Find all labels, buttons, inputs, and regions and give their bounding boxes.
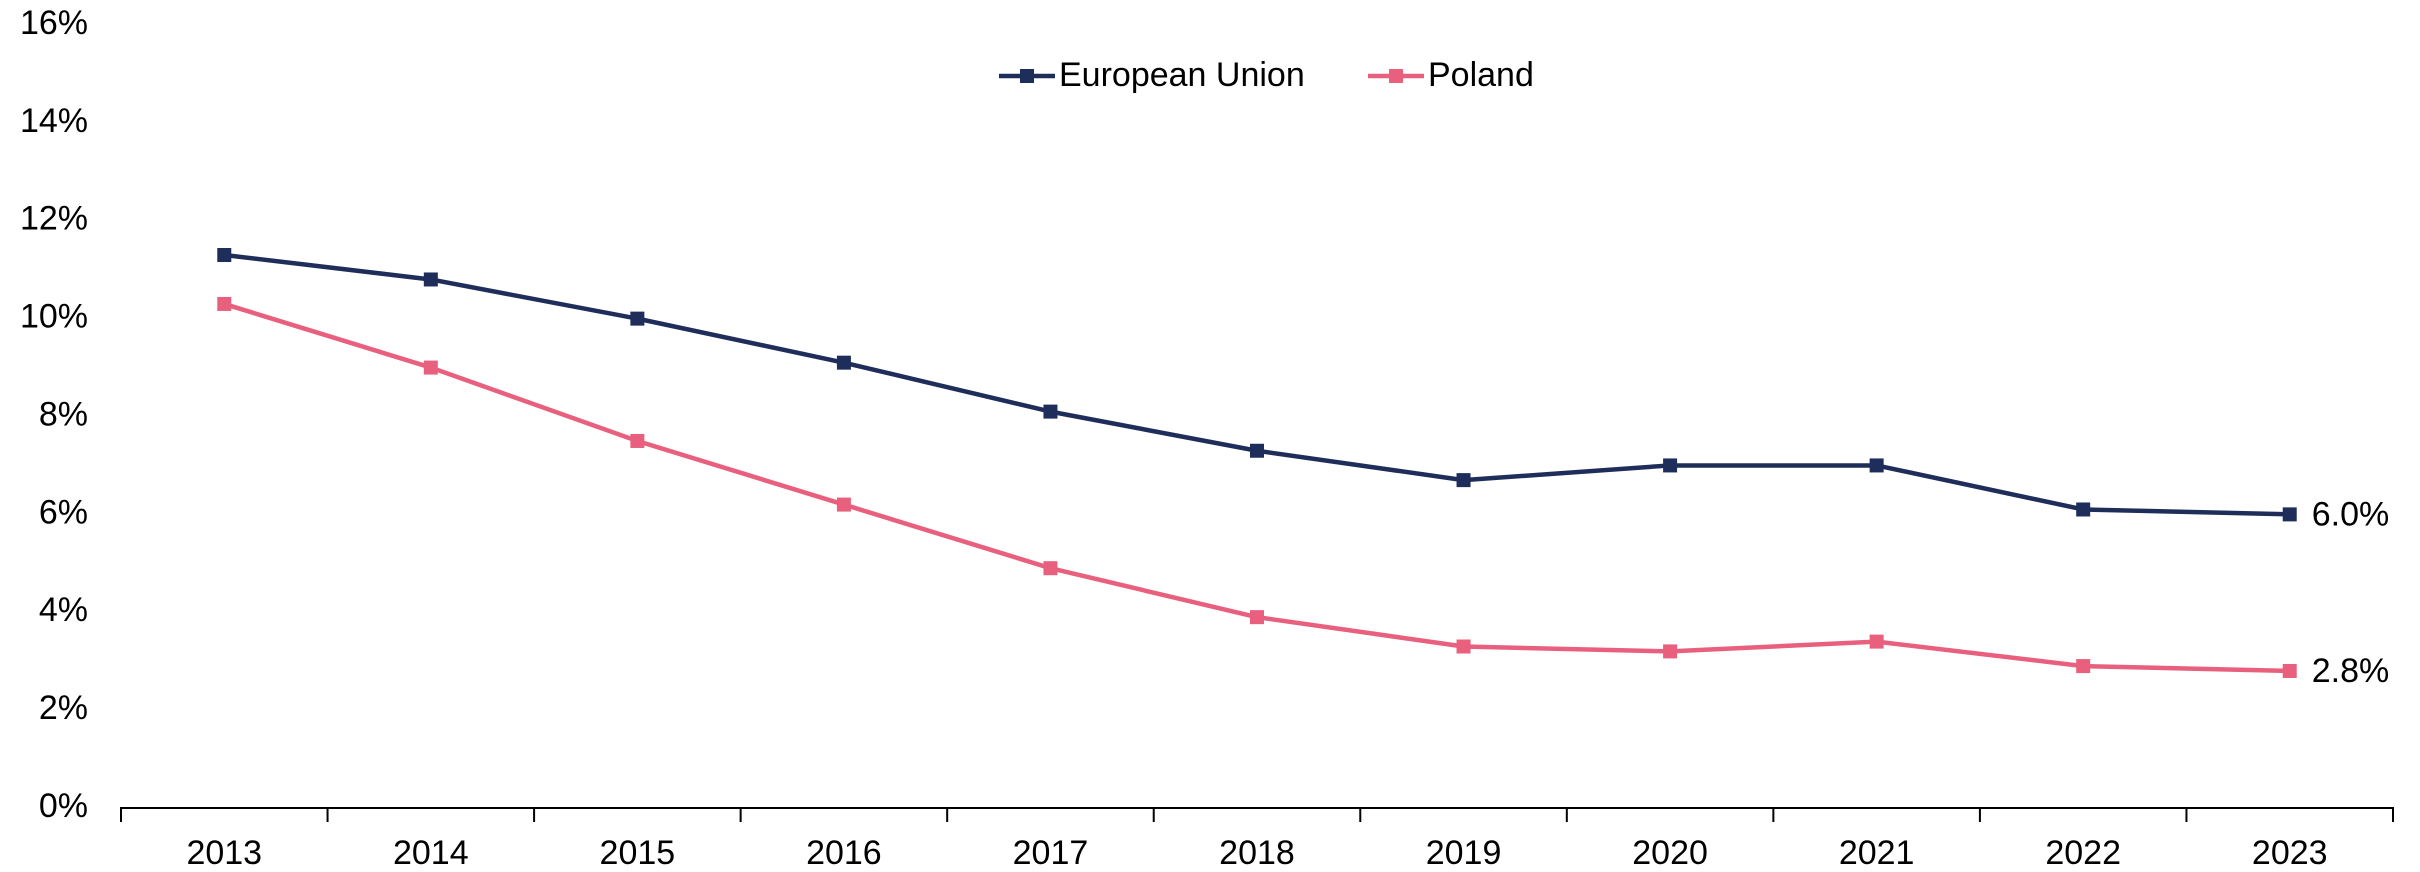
point-marker <box>1869 634 1884 649</box>
point-marker <box>1456 639 1471 654</box>
legend-label: Poland <box>1428 56 1534 94</box>
x-tick-label: 2020 <box>1632 834 1708 872</box>
point-marker <box>217 296 232 311</box>
point-marker <box>630 433 645 448</box>
x-tick-label: 2022 <box>2045 834 2121 872</box>
point-marker <box>1250 443 1264 458</box>
y-tick-label: 14% <box>20 102 88 140</box>
point-marker <box>836 355 851 370</box>
x-tick-label: 2016 <box>806 834 882 872</box>
point-marker <box>1663 458 1678 473</box>
x-tick-label: 2021 <box>1839 834 1915 872</box>
point-marker <box>2282 507 2297 522</box>
point-marker <box>423 272 438 287</box>
y-tick-label: 8% <box>39 395 88 433</box>
point-marker <box>630 311 645 326</box>
point-marker <box>1043 561 1058 576</box>
y-tick-label: 0% <box>39 787 88 825</box>
y-tick-label: 10% <box>20 298 88 336</box>
y-tick-label: 4% <box>39 591 88 629</box>
series-line <box>224 252 2290 517</box>
point-marker <box>423 360 438 375</box>
point-marker <box>1043 404 1058 419</box>
legend-marker <box>1389 69 1403 83</box>
point-marker <box>2076 659 2091 674</box>
point-marker <box>1869 458 1884 473</box>
x-tick-label: 2023 <box>2252 834 2328 872</box>
point-marker <box>217 248 232 263</box>
data-label: 6.0% <box>2312 495 2390 533</box>
x-tick-label: 2017 <box>1013 834 1089 872</box>
point-marker <box>1663 644 1678 659</box>
legend-label: European Union <box>1059 56 1305 94</box>
y-tick-label: 12% <box>20 200 88 238</box>
legend-marker <box>1020 69 1034 83</box>
point-marker <box>836 497 851 512</box>
x-tick-label: 2014 <box>393 834 469 872</box>
x-tick-label: 2018 <box>1219 834 1295 872</box>
x-tick-label: 2019 <box>1426 834 1502 872</box>
point-marker <box>1456 473 1471 488</box>
y-tick-label: 6% <box>39 493 88 531</box>
point-marker <box>1250 610 1264 625</box>
y-tick-label: 16% <box>20 4 88 42</box>
point-marker <box>2076 502 2091 517</box>
point-marker <box>2282 663 2297 678</box>
y-tick-label: 2% <box>39 689 88 727</box>
x-tick-label: 2013 <box>186 834 262 872</box>
x-tick-label: 2015 <box>600 834 676 872</box>
data-label: 2.8% <box>2312 652 2390 690</box>
